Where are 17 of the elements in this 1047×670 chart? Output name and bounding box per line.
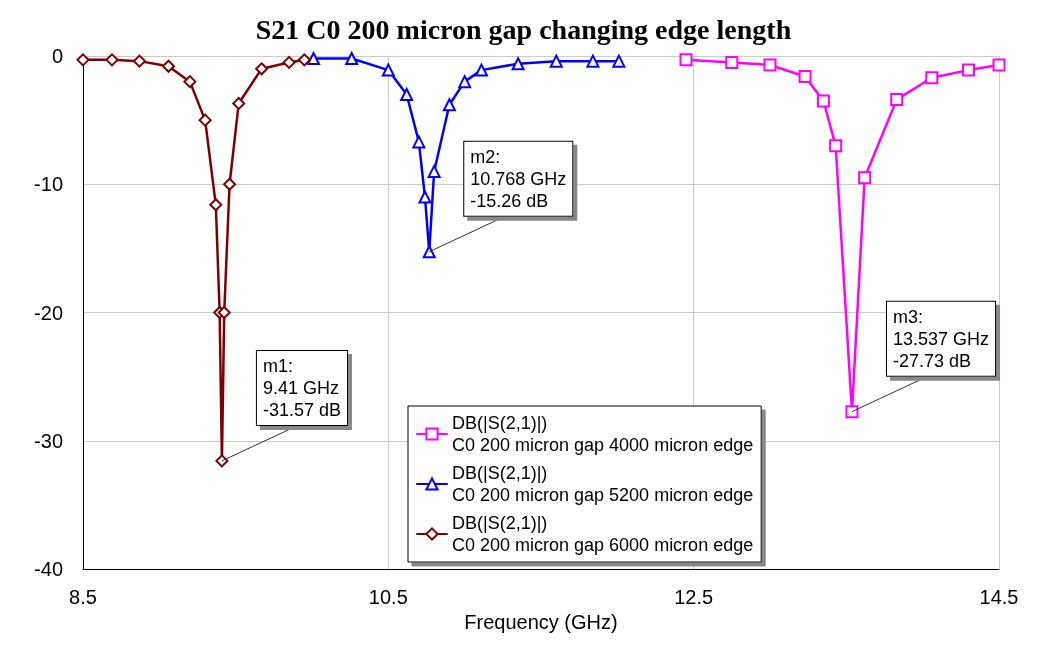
y-tick-label: -20: [34, 301, 63, 324]
y-tick-label: -30: [34, 429, 63, 452]
x-tick-label: 8.5: [69, 586, 97, 608]
annotation: m3: 13.537 GHz -27.73 dB: [892, 306, 990, 371]
x-tick-label: 12.5: [674, 586, 714, 608]
y-tick-label: -40: [34, 558, 63, 580]
annotation: m2: 10.768 GHz -15.26 dB: [470, 146, 567, 211]
y-tick-label: 0: [51, 45, 63, 67]
x-tick-label: 10.5: [368, 586, 408, 608]
y-tick-label: -10: [34, 173, 63, 196]
chart-title: S21 C0 200 micron gap changing edge length: [255, 13, 792, 45]
x-tick-label: 14.5: [979, 586, 1019, 608]
annotation: m1: 9.41 GHz -31.57 dB: [262, 355, 341, 420]
legend-label: DB(|S(2,1)|) C0 200 micron gap 5200 micron edge: [452, 463, 754, 505]
x-axis-title: Frequency (GHz): [464, 610, 618, 633]
legend-label: DB(|S(2,1)|) C0 200 micron gap 4000 micron edge: [452, 413, 754, 455]
legend-label: DB(|S(2,1)|) C0 200 micron gap 6000 micron edge: [452, 513, 754, 555]
